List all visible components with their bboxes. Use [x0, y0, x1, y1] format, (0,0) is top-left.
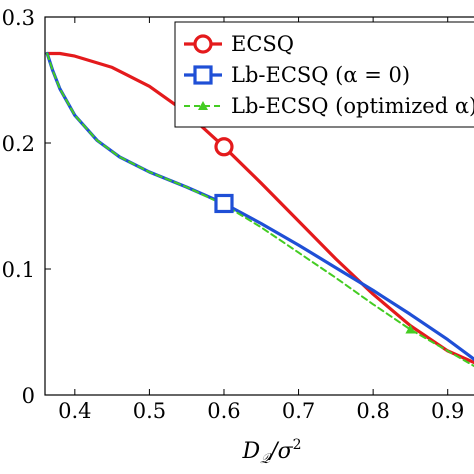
series-1-marker-1	[214, 137, 234, 157]
y-tick-label: 0.2	[2, 132, 35, 156]
series-2-marker-1	[214, 193, 234, 214]
legend-box	[174, 21, 474, 128]
legend-label-3: Lb-ECSQ (optimized α)	[231, 94, 474, 118]
legend-entries: ECSQ Lb-ECSQ (α = 0) Lb-ECSQ (optimized α)	[184, 32, 474, 118]
x-tick-label: 0.9	[431, 399, 464, 423]
y-tick-label: 0	[22, 384, 35, 408]
plot-frame	[44, 16, 474, 396]
x-tick-label: 0.8	[356, 399, 389, 423]
legend-marker-2	[193, 65, 213, 85]
series-3-marker-1	[405, 324, 416, 334]
legend-marker-1	[193, 34, 213, 54]
y-tick-label: 0.1	[2, 258, 35, 282]
x-axis-title: D𝒬/σ2	[241, 437, 301, 467]
legend: ECSQ Lb-ECSQ (α = 0) Lb-ECSQ (optimized α)	[174, 21, 474, 128]
legend-marker-3	[198, 101, 208, 110]
y-tick-label: 0.3	[2, 6, 35, 30]
legend-label-1: ECSQ	[231, 32, 294, 56]
x-tick-label: 0.7	[282, 399, 315, 423]
plot-layer	[45, 51, 474, 368]
series-line-3	[46, 52, 474, 368]
x-tick-label: 0.4	[58, 399, 91, 423]
legend-label-2: Lb-ECSQ (α = 0)	[231, 63, 410, 87]
ticks-layer: 0.4 0.5 0.6 0.7 0.8 0.9 0 0.1 0.2 0.3	[2, 6, 465, 423]
series-line-1	[45, 51, 474, 365]
x-tick-label: 0.6	[207, 399, 240, 423]
x-tick-label: 0.5	[133, 399, 166, 423]
